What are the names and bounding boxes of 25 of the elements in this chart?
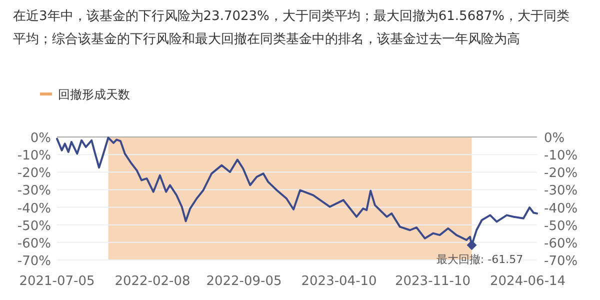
y2-tick-label: -10% [544,148,578,164]
y2-tick-label: -30% [544,184,578,199]
x-tick-label: 2022-02-08 [114,274,190,289]
y2-tick-label: -60% [544,236,578,252]
title: 在近3年中，该基金的下行风险为23.7023%，大于同类平均；最大回撤为61.5687%，大于同类平均；综合该基金的下行风险和最大回撤在同类基金中的排名，该基金过去一年风险为高 [13,9,570,47]
x-tick-label: 2023-04-10 [301,274,377,289]
y2-tick-label: -50% [544,218,578,234]
y2-tick-label: 0% [544,131,565,146]
y-tick-label: -10% [17,148,51,164]
x-tick-label: 2024-06-14 [490,274,566,289]
y-tick-label: -70% [17,254,51,269]
y-tick-label: -50% [17,218,51,234]
y-tick-label: 0% [30,131,51,146]
x-tick-label: 2022-09-05 [206,274,282,289]
y2-tick-label: -70% [544,254,578,269]
y-tick-label: -20% [17,166,51,182]
y-tick-label: -30% [17,184,51,199]
annotation: 最大回撤: -61.57 [436,253,524,266]
y-tick-label: -40% [17,201,51,216]
y2-tick-label: -20% [544,166,578,182]
y-tick-label: -60% [17,236,51,252]
band-label: 回撤形成天数 [58,88,130,102]
y2-tick-label: -40% [544,201,578,216]
x-tick-label: 2021-07-05 [19,274,95,289]
x-tick-label: 2023-11-10 [394,274,471,289]
